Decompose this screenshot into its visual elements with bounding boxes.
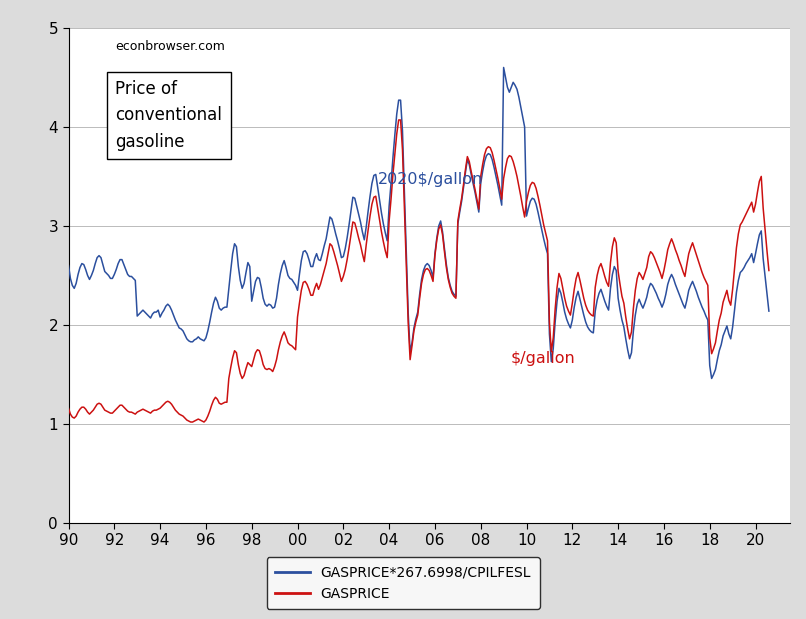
Text: econbrowser.com: econbrowser.com bbox=[115, 40, 225, 53]
Text: $/gallon: $/gallon bbox=[510, 350, 575, 366]
Text: Price of
conventional
gasoline: Price of conventional gasoline bbox=[115, 80, 222, 150]
Text: 2020$/gallon: 2020$/gallon bbox=[378, 172, 483, 188]
Legend: GASPRICE*267.6998/CPILFESL, GASPRICE: GASPRICE*267.6998/CPILFESL, GASPRICE bbox=[267, 557, 539, 609]
